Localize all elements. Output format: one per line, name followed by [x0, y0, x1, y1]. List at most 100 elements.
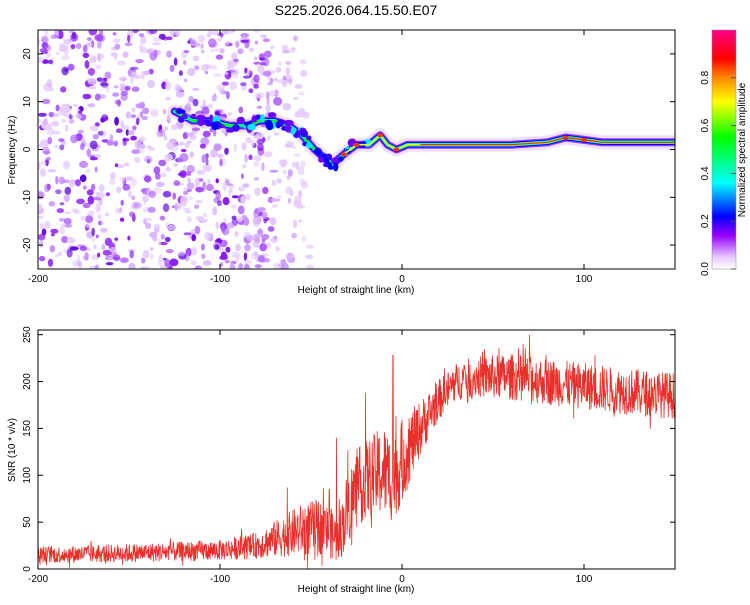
- spectrogram-noise-blob: [194, 225, 201, 235]
- snr-frame: [37, 329, 676, 570]
- spectrogram-noise-blob: [112, 32, 117, 36]
- spectrogram-noise-blob: [69, 246, 79, 251]
- spectrogram-noise-blob: [285, 67, 291, 76]
- spectrogram-noise-blob: [195, 66, 199, 70]
- spectrogram-noise-blob: [152, 236, 158, 242]
- spectrogram-noise-blob: [169, 258, 179, 267]
- spectrogram-noise-blob: [134, 140, 142, 149]
- spectrogram-noise-blob: [173, 180, 180, 186]
- spectrogram-noise-blob: [204, 231, 212, 241]
- spectrogram-noise-blob: [132, 202, 142, 209]
- spectrogram-noise-blob: [198, 178, 204, 182]
- spectrogram-noise-blob: [212, 73, 222, 77]
- spectrogram-noise-blob: [85, 42, 93, 47]
- spectrogram-noise-blob: [41, 37, 46, 43]
- spectrogram-noise-blob: [168, 266, 173, 269]
- spectrogram-noise-blob: [300, 70, 308, 77]
- spectrogram-noise-blob: [271, 179, 277, 187]
- spectrogram-noise-blob: [70, 44, 76, 50]
- spectrogram-noise-blob: [129, 211, 136, 218]
- spectrogram-noise-blob: [61, 55, 70, 61]
- spectrogram-noise-blob: [145, 222, 152, 229]
- spectrogram-noise-blob: [128, 262, 136, 269]
- spectrogram-noise-blob: [91, 236, 96, 243]
- spectrogram-noise-blob: [269, 169, 279, 173]
- spectrogram-noise-blob: [213, 143, 222, 151]
- spectrogram-noise-blob: [254, 155, 262, 162]
- spectrogram-noise-blob: [55, 104, 60, 112]
- snr-y-tick-label: 50: [22, 516, 33, 528]
- spectrogram-noise-blob: [226, 65, 234, 71]
- spectrogram-noise-blob: [237, 205, 245, 215]
- spectrogram-noise-blob: [59, 226, 65, 235]
- colorbar-gradient: [712, 30, 736, 269]
- spectrogram-noise-blob: [117, 99, 121, 107]
- spectrogram-noise-blob: [165, 166, 171, 172]
- spectrogram-noise-blob: [214, 244, 220, 250]
- spectrogram-noise-blob: [90, 254, 100, 261]
- spectrogram-noise-blob: [234, 231, 239, 238]
- spectrogram-noise-blob: [277, 195, 282, 199]
- spectrogram-noise-blob: [44, 183, 50, 193]
- spectrogram-noise-blob: [221, 81, 229, 86]
- spectrogram-noise-blob: [117, 60, 126, 66]
- spectrogram-noise-blob: [191, 247, 198, 256]
- spectrogram-noise-blob: [224, 147, 229, 155]
- colorbar-axes: 0.0 0.2 0.4 0.6 0.8: [700, 29, 737, 276]
- spectrogram-noise-blob: [79, 160, 88, 168]
- spectrogram-noise-blob: [230, 204, 237, 209]
- spectrogram-noise-blob: [63, 160, 70, 170]
- spectrogram-noise-blob: [70, 33, 79, 42]
- spectrogram-x-label: Height of straight line (km): [298, 285, 415, 296]
- spectrogram-noise-blob: [278, 61, 282, 66]
- spectrogram-noise-blob: [48, 111, 55, 118]
- spectrogram-noise-blob: [91, 227, 95, 237]
- spectrogram-noise-blob: [276, 79, 284, 84]
- spectrogram-noise-blob: [66, 248, 73, 258]
- spectrogram-noise-blob: [53, 144, 59, 149]
- spectrogram-noise-blob: [150, 247, 154, 251]
- snr-y-tick-label: 0: [22, 566, 33, 572]
- spectrogram-noise-blob: [245, 137, 252, 144]
- spectrogram-noise-blob: [155, 173, 161, 180]
- spectrogram-noise-blob: [270, 237, 278, 244]
- spectrogram-noise-blob: [113, 140, 119, 147]
- spectrogram-noise-blob: [50, 34, 59, 39]
- spectrogram-noise-blob: [256, 216, 261, 224]
- spectrogram-noise-blob: [120, 257, 129, 264]
- spectrogram-noise-blob: [38, 255, 46, 262]
- spectrogram-noise-blob: [153, 49, 158, 58]
- spectrogram-noise-blob: [253, 160, 260, 168]
- snr-axes: -200 -100 0 100 0 50 100 150 200 250: [22, 326, 675, 585]
- spectrogram-noise-blob: [169, 30, 175, 36]
- spectrogram-noise-blob: [243, 263, 250, 269]
- spectrogram-noise-blob: [180, 148, 187, 153]
- spectrogram-noise-blob: [61, 118, 67, 123]
- spectrogram-noise-blob: [253, 84, 259, 89]
- spectrogram-noise-blob: [297, 166, 305, 176]
- spectrogram-noise-blob: [243, 252, 248, 261]
- spectrogram-noise-blob: [122, 183, 131, 191]
- spectrogram-noise-blob: [63, 194, 70, 203]
- spectrogram-noise-blob: [224, 259, 230, 264]
- spectrogram-track-blob: [284, 119, 294, 126]
- spectrogram-noise-blob: [153, 166, 161, 175]
- spectrogram-noise-blob: [233, 58, 239, 63]
- spectrogram-noise-blob: [190, 260, 197, 266]
- spectrogram-noise-blob: [89, 125, 99, 132]
- spectrogram-noise-blob: [306, 244, 315, 249]
- spectrogram-noise-blob: [259, 62, 267, 66]
- spectrogram-noise-blob: [280, 262, 289, 269]
- spectrogram-noise-blob: [50, 233, 55, 237]
- colorbar-tick-label: 0.6: [700, 118, 711, 132]
- spectrogram-noise-blob: [114, 43, 121, 50]
- spectrogram-noise-blob: [38, 57, 44, 63]
- spectrogram-noise-blob: [227, 183, 233, 187]
- spectrogram-noise-blob: [216, 238, 222, 243]
- spectrogram-noise-blob: [85, 215, 94, 224]
- spectrogram-noise-blob: [182, 132, 189, 140]
- spectrogram-noise-blob: [244, 67, 248, 74]
- spectrogram-noise-blob: [229, 188, 233, 193]
- spectrogram-noise-blob: [130, 71, 138, 76]
